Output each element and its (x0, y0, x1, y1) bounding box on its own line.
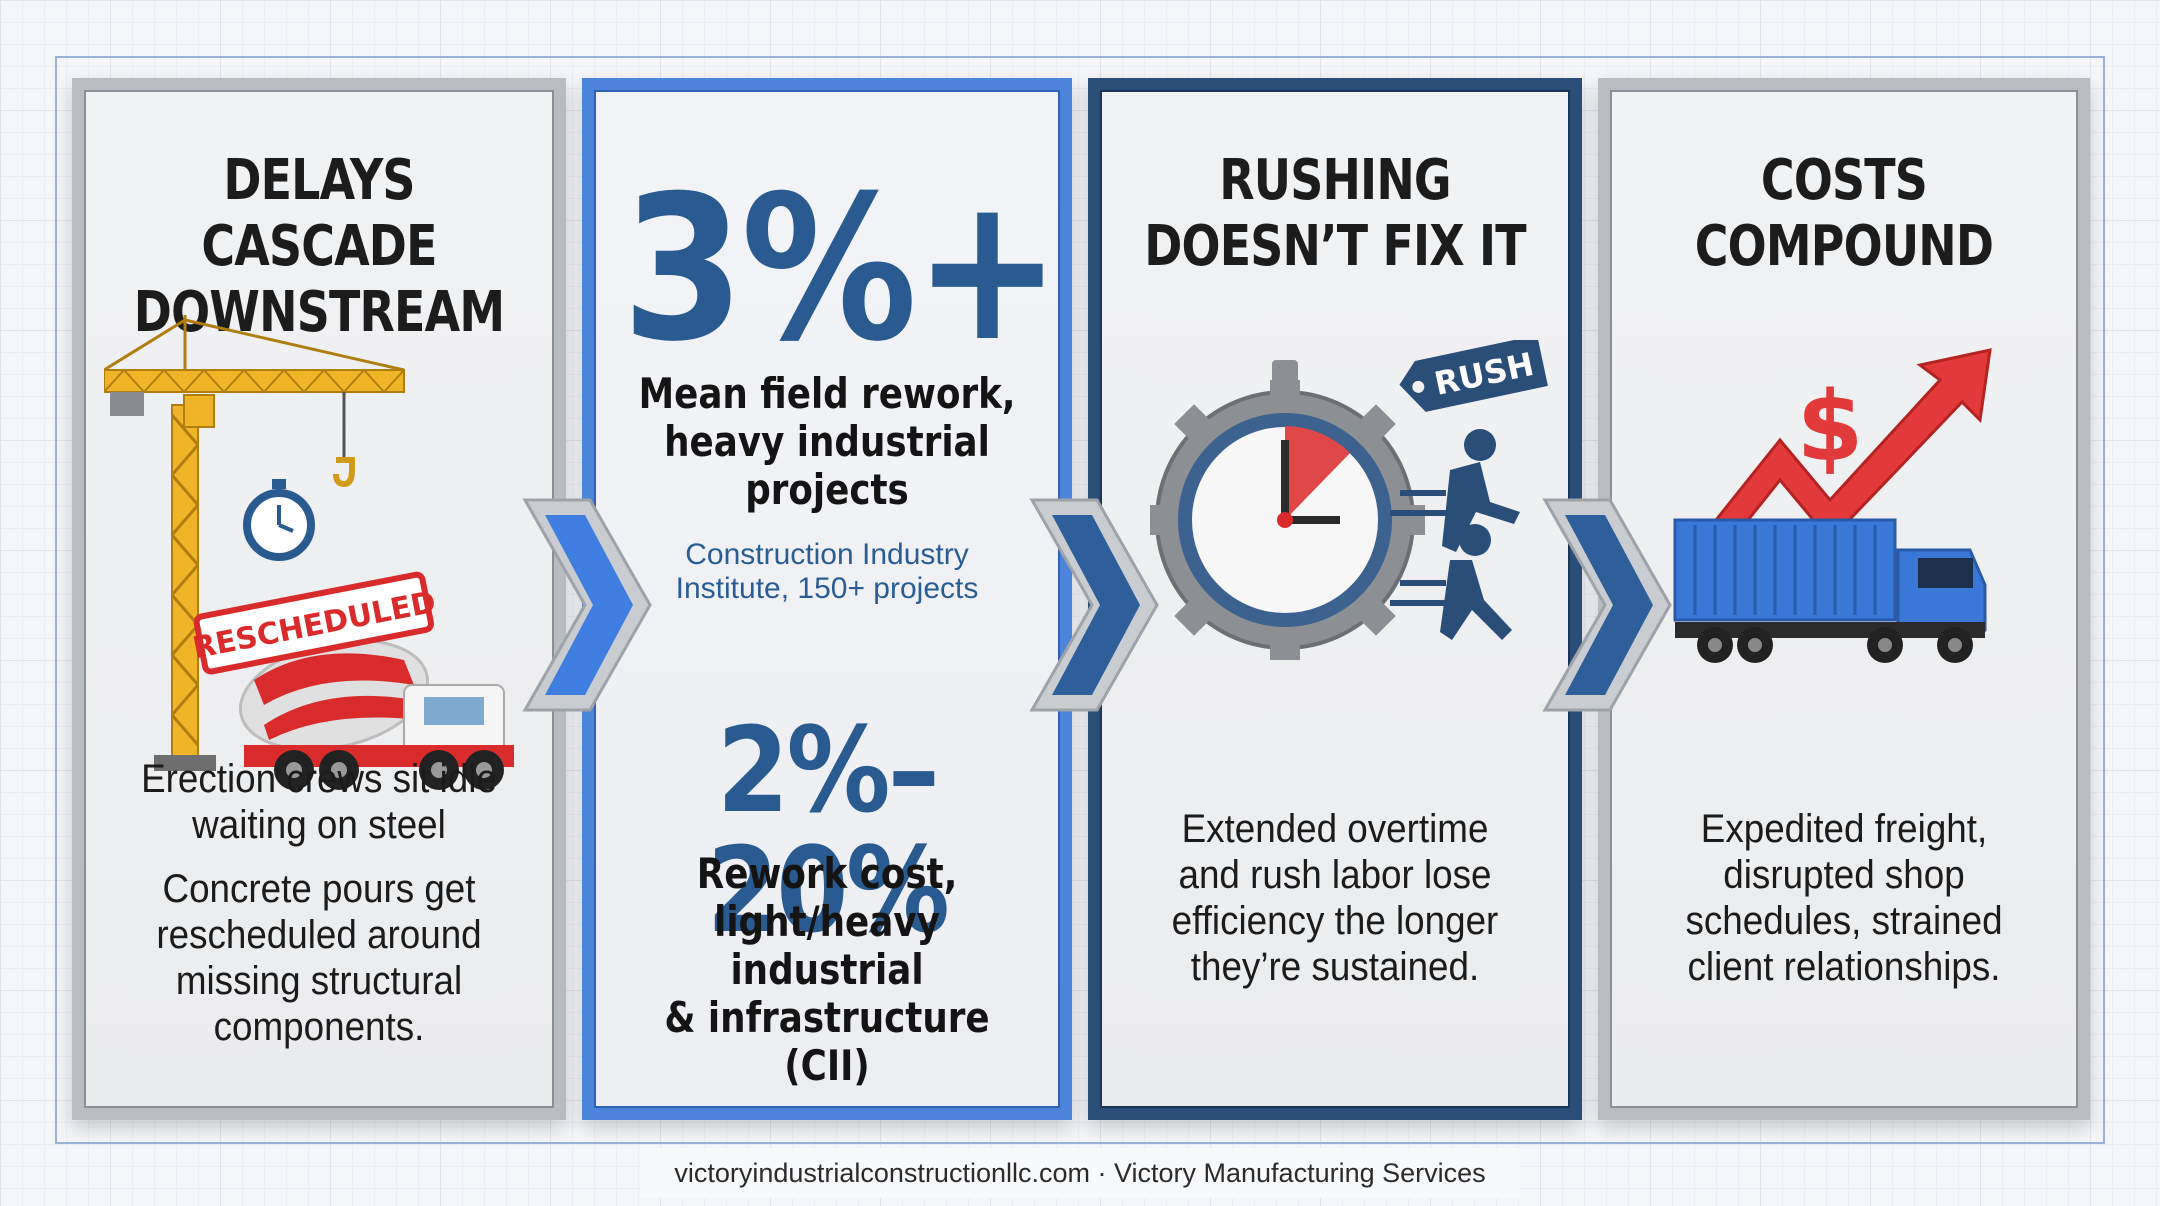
label-line: & infrastructure (CII) (664, 993, 990, 1090)
rushing-text: Extended overtime and rush labor lose ef… (1119, 806, 1551, 990)
crane-icon (104, 315, 405, 771)
footer-credit: victoryindustrialconstructionllc.com · V… (640, 1148, 1520, 1198)
label-line: heavy industrial (664, 417, 990, 466)
costs-scene: $ (1670, 340, 2030, 700)
outer-frame (55, 56, 2105, 1144)
stopwatch-icon (243, 479, 315, 561)
panel-costs: COSTS COMPOUND $ Expedited freight, disr… (1598, 78, 2090, 1120)
title-line: DELAYS CASCADE (201, 148, 437, 279)
title-line: COMPOUND (1694, 214, 1994, 279)
delays-text-1: Erection crews sit idle waiting on steel (103, 756, 535, 848)
text-line: schedules, strained (1685, 899, 2003, 943)
panel-title: COSTS COMPOUND (1652, 148, 2036, 280)
text-line: Concrete pours get (162, 867, 476, 911)
panel-title: RUSHING DOESN’T FIX IT (1142, 148, 1527, 280)
title-line: DOESN’T FIX IT (1144, 214, 1526, 279)
container-truck-icon (1673, 518, 1987, 663)
title-line: COSTS (1760, 148, 1928, 213)
title-line: RUSHING (1219, 148, 1451, 213)
source-line: Institute, 150+ projects (675, 572, 979, 605)
rush-scene: RUSH (1150, 340, 1550, 670)
text-line: missing structural (175, 959, 463, 1003)
label-line: Mean field rework, (638, 369, 1016, 418)
stat-rework-mean: 3%+ (621, 153, 1061, 386)
label-line: Rework cost, (696, 849, 958, 898)
source-citation: Construction Industry Institute, 150+ pr… (594, 538, 1060, 606)
dollar-sign: $ (1797, 371, 1864, 483)
stat-rework-cost-label: Rework cost, light/heavy industrial & in… (629, 850, 1025, 1090)
costs-text: Expedited freight, disrupted shop schedu… (1629, 806, 2060, 990)
text-line: waiting on steel (192, 803, 446, 847)
text-line: Expedited freight, (1700, 807, 1988, 851)
label-line: projects (745, 465, 909, 514)
panel-rework: 3%+ Mean field rework, heavy industrial … (582, 78, 1072, 1120)
crane-scene: RESCHEDULED (104, 315, 524, 795)
text-line: client relationships. (1687, 945, 2001, 989)
source-line: Construction Industry (685, 538, 969, 571)
text-line: components. (213, 1005, 425, 1049)
panel-title: DELAYS CASCADE DOWNSTREAM (126, 148, 511, 346)
text-line: Extended overtime (1181, 807, 1489, 851)
stat-rework-cost: 2%–20% (706, 701, 950, 959)
text-line: they’re sustained. (1190, 945, 1480, 989)
panel-rushing: RUSHING DOESN’T FIX IT (1088, 78, 1582, 1120)
text-line: and rush labor lose (1178, 853, 1492, 897)
text-line: Erection crews sit idle (141, 757, 497, 801)
text-line: disrupted shop (1723, 853, 1965, 897)
title-line: DOWNSTREAM (133, 280, 505, 345)
chevron-right-icon (1022, 495, 1162, 715)
chevron-right-icon (515, 495, 655, 715)
gear-clock-icon (1150, 360, 1425, 660)
text-line: rescheduled around (156, 913, 482, 957)
stat-rework-mean-label: Mean field rework, heavy industrial proj… (629, 370, 1025, 514)
chevron-right-icon (1535, 495, 1675, 715)
panel-delays: DELAYS CASCADE DOWNSTREAM (72, 78, 566, 1120)
text-line: efficiency the longer (1171, 899, 1499, 943)
mixer-truck-icon (238, 638, 514, 790)
rush-tag: RUSH (1399, 340, 1548, 412)
label-line: light/heavy industrial (714, 897, 940, 994)
delays-text-2: Concrete pours get rescheduled around mi… (103, 866, 535, 1050)
running-worker-icon (1390, 429, 1520, 640)
